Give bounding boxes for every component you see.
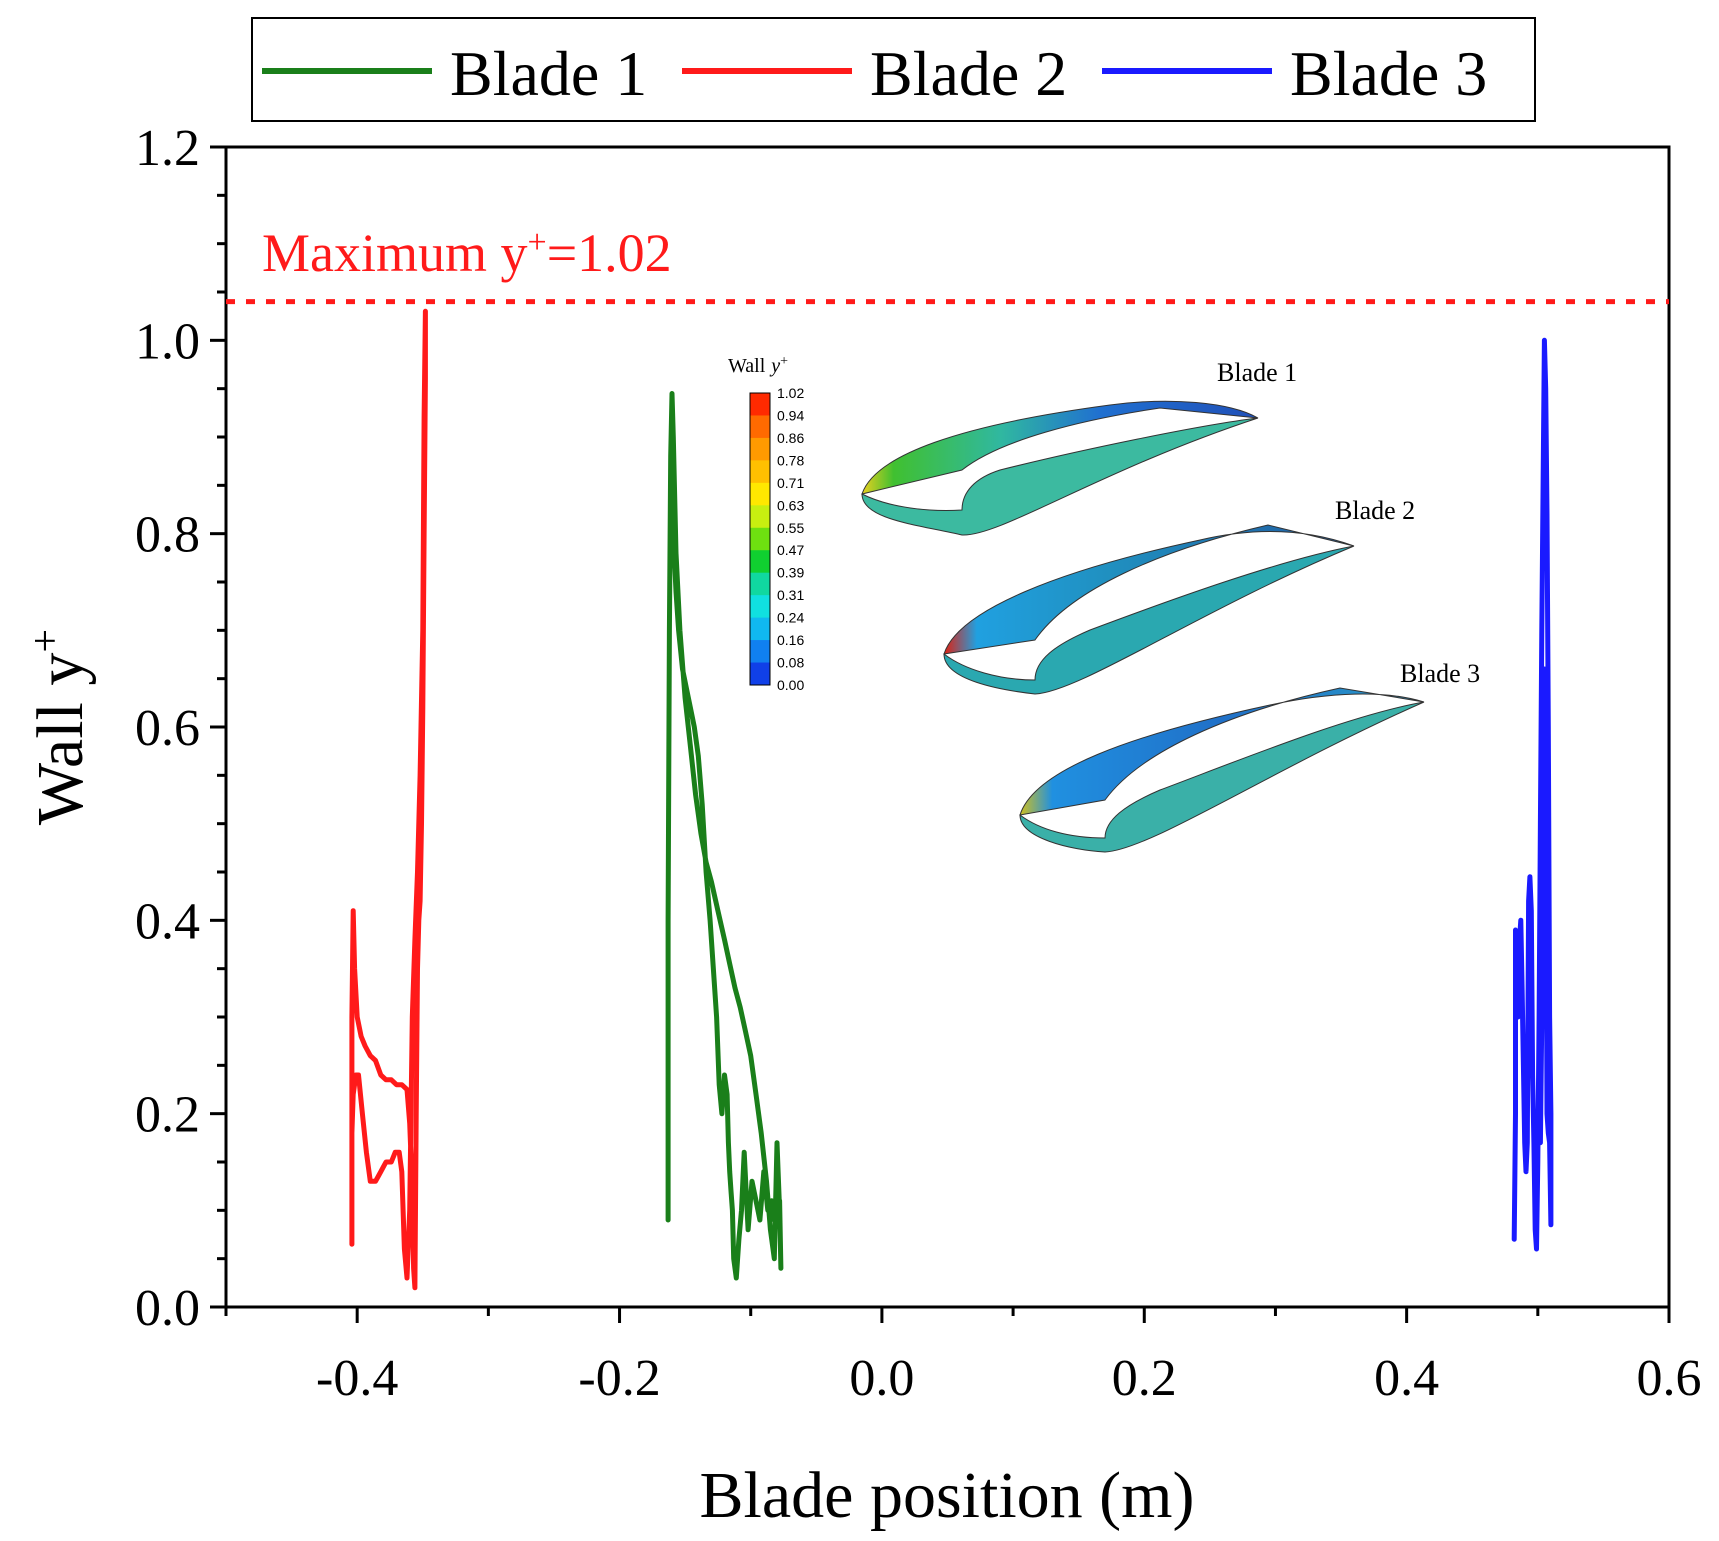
legend-frame	[251, 17, 1536, 122]
blade-1-lower-surface	[861, 417, 1259, 536]
colorbar-level-label: 0.86	[777, 430, 804, 446]
blade-3-lower-surface	[1019, 701, 1425, 853]
x-tick-label: -0.2	[578, 1350, 660, 1407]
colorbar-level-label: 0.24	[777, 610, 804, 626]
colorbar-swatch	[750, 527, 770, 551]
colorbar-swatch	[750, 572, 770, 596]
colorbar-swatch	[750, 617, 770, 641]
colorbar-level-label: 0.78	[777, 452, 804, 468]
y-axis-title: Wall y+	[23, 629, 97, 825]
max-annotation-sup: +	[528, 224, 547, 261]
y-tick-label: 0.6	[135, 700, 200, 757]
colorbar-level-label: 0.55	[777, 520, 804, 536]
blade-3-inset-label: Blade 3	[1400, 659, 1480, 688]
blade-3-upper-surface	[1019, 687, 1425, 816]
y-axis-title-main: Wall y	[24, 653, 97, 825]
legend-label-blade-1: Blade 1	[450, 38, 647, 109]
colorbar-level-label: 0.00	[777, 677, 804, 693]
colorbar-level-label: 0.39	[777, 565, 804, 581]
y-tick-label: 0.2	[135, 1087, 200, 1144]
max-annotation-suffix: =1.02	[547, 223, 672, 283]
x-tick-label: 0.4	[1374, 1350, 1439, 1407]
colorbar-swatch	[750, 460, 770, 484]
max-annotation: Maximum y+=1.02	[262, 223, 672, 283]
colorbar-swatch	[750, 595, 770, 619]
y-tick-label: 0.8	[135, 507, 200, 564]
colorbar-swatch	[750, 640, 770, 664]
x-tick-label: 0.2	[1112, 1350, 1177, 1407]
colorbar-level-label: 0.94	[777, 407, 804, 423]
blade-2-lower-surface	[943, 545, 1355, 695]
colorbar-title: Wall y+	[728, 354, 788, 378]
legend-label-blade-2: Blade 2	[870, 38, 1067, 109]
y-tick-label: 1.0	[135, 313, 200, 370]
colorbar-level-label: 0.71	[777, 475, 804, 491]
colorbar-level-label: 0.47	[777, 542, 804, 558]
y-tick-label: 0.4	[135, 893, 200, 950]
blade-1-rendering	[861, 400, 1259, 536]
blade-2-rendering	[943, 524, 1355, 695]
colorbar-title-var: y	[769, 355, 780, 377]
x-axis-title: Blade position (m)	[700, 1459, 1195, 1532]
x-axis: -0.4 -0.2 0.0 0.2 0.4 0.6	[224, 1307, 1702, 1407]
colorbar-level-label: 0.08	[777, 655, 804, 671]
series-line-blade-1	[665, 391, 784, 1281]
legend-label-blade-3: Blade 3	[1290, 38, 1487, 109]
colorbar-swatch	[750, 482, 770, 506]
colorbar-title-sup: +	[780, 354, 788, 369]
colorbar-swatch	[750, 505, 770, 529]
series-line-blade-2	[349, 308, 428, 1291]
colorbar-title-main: Wall	[728, 355, 766, 377]
max-annotation-prefix: Maximum y	[262, 223, 528, 283]
y-axis: 0.0 0.2 0.4 0.6 0.8 1.0 1.2	[135, 120, 226, 1337]
colorbar-swatch	[750, 393, 770, 416]
colorbar-level-label: 0.63	[777, 497, 804, 513]
plot-frame	[224, 145, 1671, 1309]
colorbar: 1.02 0.94 0.86 0.78 0.71 0.63 0.55 0.47 0.39 0.31…	[749, 385, 804, 693]
series-layer	[349, 308, 1554, 1291]
blade-3-rendering	[1019, 687, 1425, 853]
blade-2-upper-surface	[943, 524, 1355, 655]
colorbar-frame	[749, 392, 771, 686]
inset: Wall y+ 1.02 0.94 0.86 0.78 0.71 0.63 0.55 0.47 0…	[728, 354, 1480, 853]
colorbar-level-label: 0.31	[777, 587, 804, 603]
blade-1-upper-surface	[861, 400, 1259, 495]
colorbar-swatch	[750, 662, 770, 686]
x-tick-label: 0.6	[1637, 1350, 1702, 1407]
colorbar-swatch	[750, 437, 770, 461]
colorbar-swatch	[750, 415, 770, 439]
blade-1-inset-label: Blade 1	[1217, 358, 1297, 387]
x-tick-label: 0.0	[849, 1350, 914, 1407]
colorbar-swatch	[750, 550, 770, 574]
y-tick-label: 1.2	[135, 120, 200, 177]
blade-2-inset-label: Blade 2	[1335, 496, 1415, 525]
y-tick-label: 0.0	[135, 1280, 200, 1337]
legend: Blade 1 Blade 2 Blade 3	[251, 17, 1536, 122]
colorbar-level-label: 0.16	[777, 632, 804, 648]
series-line-blade-3	[1511, 337, 1554, 1252]
x-tick-label: -0.4	[316, 1350, 398, 1407]
y-axis-title-sup: +	[23, 629, 69, 653]
colorbar-level-label: 1.02	[777, 385, 804, 401]
